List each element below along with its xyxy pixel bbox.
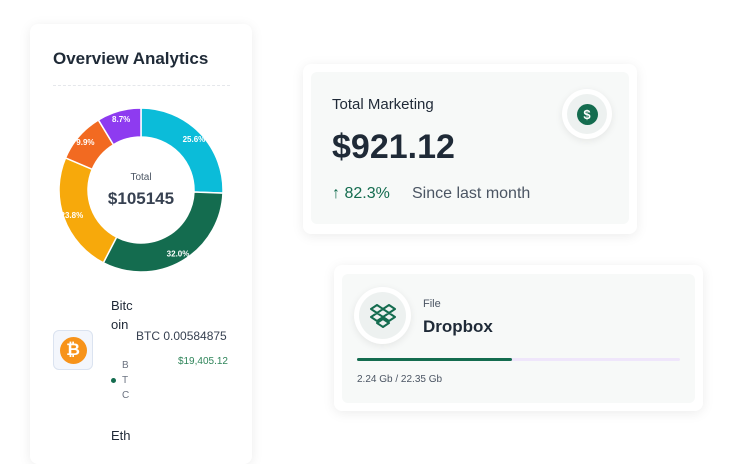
bitcoin-icon-box: ₿ — [53, 330, 93, 370]
donut-slice — [97, 107, 142, 146]
arrow-up-icon: ↑ — [332, 185, 340, 202]
dropbox-icon — [369, 303, 396, 328]
overview-analytics-card: Overview Analytics 25.6% 32.0% 23.8% 9.9% 8.… — [30, 24, 252, 464]
slice-label: 23.8% — [61, 211, 84, 220]
coin-usd-value: $19,405.12 — [177, 356, 228, 367]
coin-symbol: BTC — [122, 360, 130, 401]
file-label: File — [423, 298, 441, 310]
donut-slice — [140, 107, 224, 194]
marketing-title: Total Marketing — [332, 96, 434, 113]
marketing-amount: $921.12 — [332, 128, 455, 166]
next-coin-name: Eth — [111, 428, 131, 443]
donut-chart: 25.6% 32.0% 23.8% 9.9% 8.7% Total $105145 — [58, 107, 224, 273]
dropbox-icon-circle — [354, 287, 411, 344]
donut-center-label: Total — [130, 172, 151, 183]
dropbox-file-card: File Dropbox 2.24 Gb / 22.35 Gb — [334, 265, 703, 411]
slice-label: 8.7% — [112, 115, 130, 124]
dollar-icon: $ — [576, 103, 598, 125]
divider — [53, 85, 230, 86]
slice-label: 32.0% — [167, 249, 190, 258]
storage-progress-bar — [357, 358, 680, 361]
bitcoin-icon: ₿ — [59, 336, 87, 364]
coin-amount: BTC 0.00584875 — [136, 329, 227, 343]
since-label: Since last month — [412, 185, 531, 202]
marketing-change: ↑ 82.3% — [332, 185, 390, 203]
slice-label: 9.9% — [76, 138, 94, 147]
donut-center-value: $105145 — [108, 189, 174, 208]
storage-progress-fill — [357, 358, 513, 361]
total-marketing-card: Total Marketing $921.12 ↑ 82.3% Since la… — [303, 64, 637, 234]
storage-text: 2.24 Gb / 22.35 Gb — [357, 374, 443, 385]
coin-name: Bitcoin — [111, 298, 133, 332]
card-title: Overview Analytics — [53, 49, 209, 68]
dollar-icon-circle: $ — [562, 89, 612, 139]
slice-label: 25.6% — [183, 135, 206, 144]
change-value: 82.3% — [344, 185, 390, 202]
file-name: Dropbox — [423, 317, 493, 336]
status-dot — [111, 378, 116, 383]
